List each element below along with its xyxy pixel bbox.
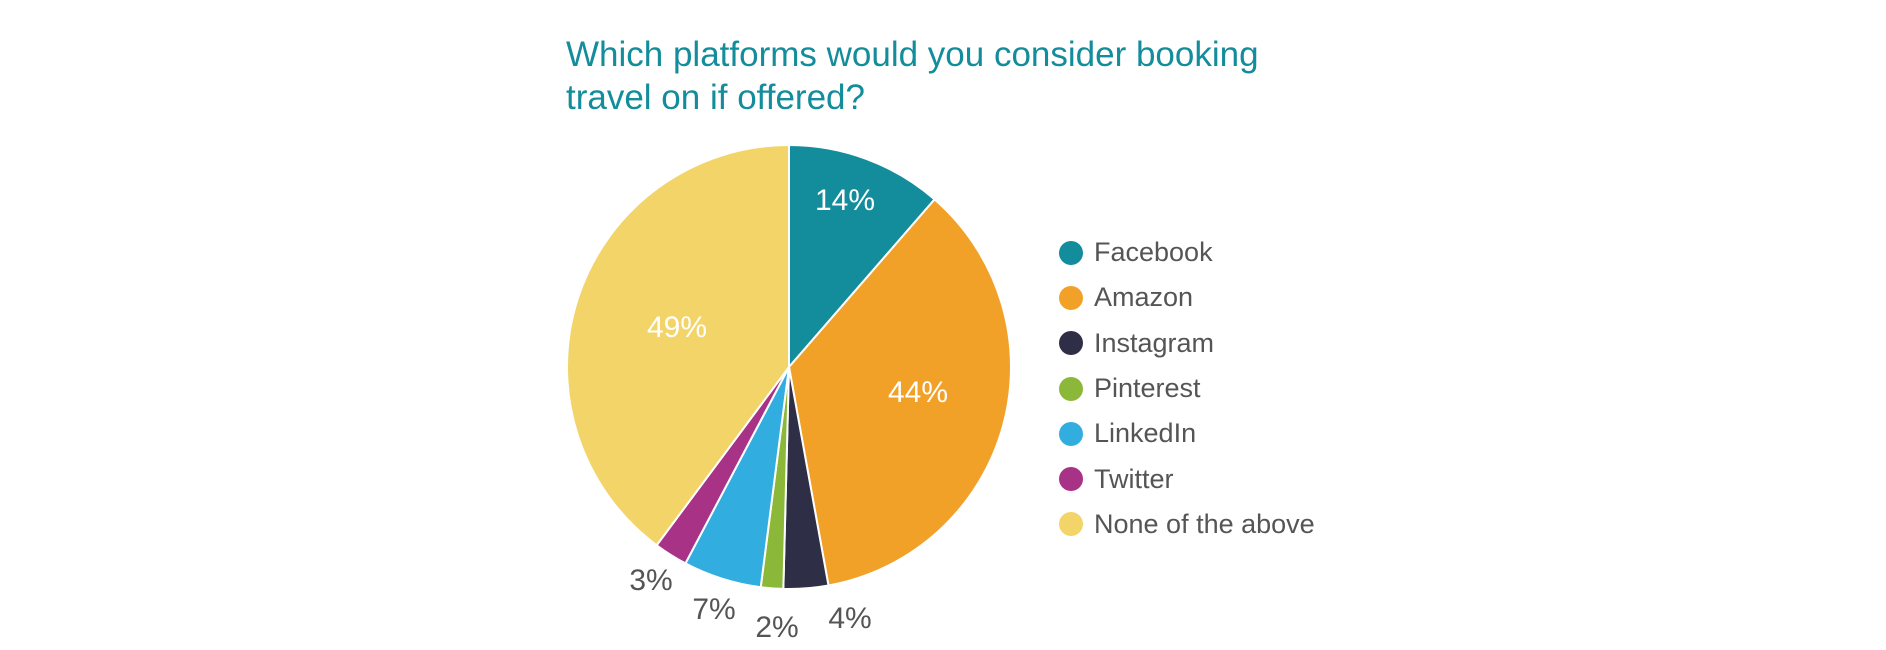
legend-swatch (1059, 376, 1083, 401)
slice-label-linkedin: 7% (692, 593, 735, 626)
legend-label: Twitter (1094, 463, 1174, 494)
legend-label: Facebook (1094, 237, 1213, 268)
legend-item-pinterest: Pinterest (1059, 366, 1315, 411)
legend-swatch (1059, 331, 1083, 356)
legend-item-linkedin: LinkedIn (1059, 411, 1315, 456)
legend-swatch (1059, 285, 1083, 310)
pie-slice-amazon (787, 197, 1012, 587)
slice-label-none-of-the-above: 49% (647, 311, 707, 344)
legend-label: LinkedIn (1094, 418, 1197, 449)
slice-label-pinterest: 2% (755, 611, 798, 644)
slice-label-facebook: 14% (815, 184, 875, 217)
legend-item-facebook: Facebook (1059, 230, 1315, 275)
legend-item-instagram: Instagram (1059, 321, 1315, 366)
pie-slice-none-of-the-above (566, 143, 790, 547)
legend-label: Instagram (1094, 327, 1215, 358)
legend-swatch (1059, 421, 1083, 446)
slice-label-instagram: 4% (828, 602, 871, 635)
legend-swatch (1059, 512, 1083, 537)
legend-label: None of the above (1094, 508, 1315, 539)
legend-swatch (1059, 467, 1083, 492)
chart-title: Which platforms would you consider booki… (566, 35, 1259, 117)
legend-swatch (1059, 240, 1083, 265)
legend-label: Pinterest (1094, 373, 1201, 404)
slice-label-twitter: 3% (629, 564, 672, 597)
legend: Facebook Amazon Instagram Pinterest LinkedIn… (1059, 230, 1315, 547)
legend-item-none-of-the-above: None of the above (1059, 502, 1315, 547)
legend-item-amazon: Amazon (1059, 275, 1315, 320)
slice-label-amazon: 44% (888, 376, 948, 409)
pie-slice-facebook (788, 143, 936, 370)
legend-label: Amazon (1094, 282, 1194, 313)
legend-item-twitter: Twitter (1059, 456, 1315, 501)
